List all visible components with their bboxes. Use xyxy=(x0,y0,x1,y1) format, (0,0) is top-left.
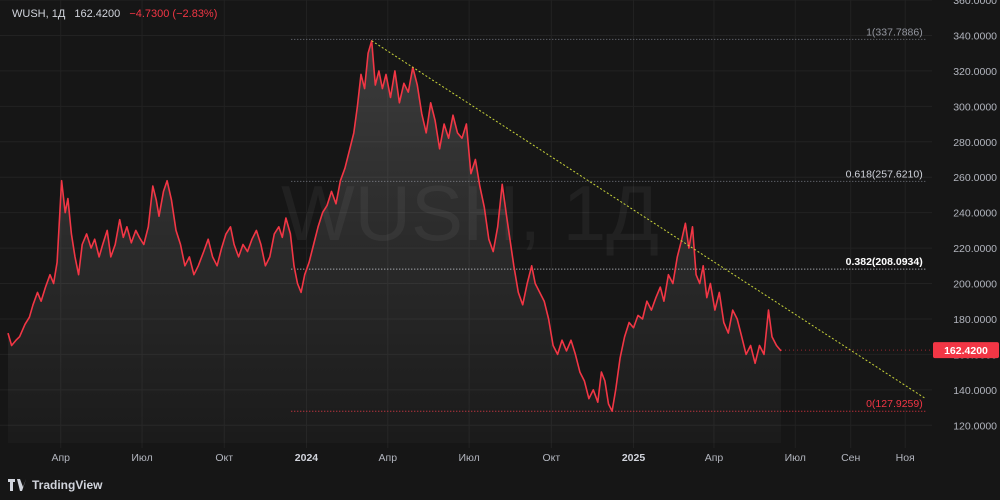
y-tick-label: 180.0000 xyxy=(953,314,997,326)
x-tick-label: 2025 xyxy=(622,452,646,464)
brand-footer[interactable]: TradingView xyxy=(8,478,102,492)
x-tick-label: Ноя xyxy=(896,452,915,464)
y-tick-label: 280.0000 xyxy=(953,137,997,149)
header-price: 162.4200 xyxy=(74,8,121,20)
x-tick-label: Июл xyxy=(785,452,806,464)
x-tick-label: Апр xyxy=(705,452,724,464)
y-axis[interactable]: 120.0000140.0000160.0000180.0000200.0000… xyxy=(953,0,997,432)
y-tick-label: 340.0000 xyxy=(953,30,997,42)
x-tick-label: Апр xyxy=(51,452,70,464)
y-tick-label: 220.0000 xyxy=(953,243,997,255)
y-tick-label: 240.0000 xyxy=(953,208,997,220)
last-price-label: 162.4200 xyxy=(944,345,988,357)
fib-level-label: 0(127.9259) xyxy=(866,398,923,410)
x-tick-label: Апр xyxy=(379,452,398,464)
brand-name: TradingView xyxy=(32,478,103,492)
header-change: −4.7300 (−2.83%) xyxy=(129,8,218,20)
y-tick-label: 320.0000 xyxy=(953,66,997,78)
y-tick-label: 120.0000 xyxy=(953,420,997,432)
price-area xyxy=(8,40,781,444)
y-tick-label: 300.0000 xyxy=(953,101,997,113)
x-tick-label: Окт xyxy=(542,452,560,464)
x-tick-label: Окт xyxy=(215,452,233,464)
last-price-badge xyxy=(933,342,999,359)
y-tick-label: 140.0000 xyxy=(953,385,997,397)
fib-level-label: 0.382(208.0934) xyxy=(846,256,923,268)
x-tick-label: Июл xyxy=(131,452,152,464)
symbol-header: WUSH, 1Д 162.4200 −4.7300 (−2.83%) xyxy=(12,8,217,20)
fib-level-label: 0.618(257.6210) xyxy=(846,168,923,180)
tradingview-logo-icon xyxy=(8,479,26,491)
last-price-marker: 162.4200 xyxy=(780,342,999,359)
y-tick-label: 260.0000 xyxy=(953,172,997,184)
price-line xyxy=(7,40,782,412)
symbol-line: WUSH, 1Д xyxy=(12,8,66,20)
x-tick-label: 2024 xyxy=(295,452,319,464)
y-tick-label: 200.0000 xyxy=(953,279,997,291)
trendline[interactable] xyxy=(371,40,927,400)
y-tick-label: 360.0000 xyxy=(953,0,997,7)
fib-level-label: 1(337.7886) xyxy=(866,26,923,38)
x-axis[interactable]: Апр Июл Окт 2024 Апр Июл Окт 2025 Апр Июл Сен Ноя xyxy=(51,452,914,464)
x-tick-label: Сен xyxy=(841,452,860,464)
x-tick-label: Июл xyxy=(458,452,479,464)
